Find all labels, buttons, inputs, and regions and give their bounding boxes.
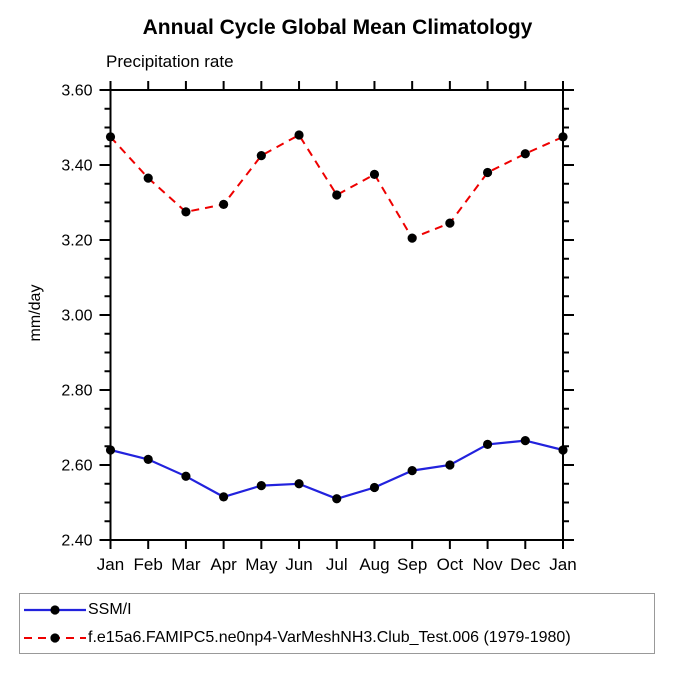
data-point-series-1 (482, 167, 493, 178)
x-tick-label: Aug (359, 555, 389, 574)
y-tick-label: 3.60 (61, 83, 92, 100)
series-line-0 (110, 439, 564, 500)
series-line-1 (109, 133, 564, 240)
annual-cycle-line-chart: 2.40 2.60 2.80 3.00 3.20 3.40 3.60 Jan Feb Mar Apr… (61, 81, 577, 574)
y-tick-label: 2.80 (61, 383, 92, 400)
x-tick-label: Dec (510, 555, 541, 574)
data-point-series-1 (256, 151, 266, 161)
data-point-series-0 (520, 436, 530, 446)
y-tick-label: 3.00 (61, 308, 92, 325)
data-point-series-0 (558, 445, 568, 455)
legend-entry-model: f.e15a6.FAMIPC5.ne0np4-VarMeshNH3.Club_T… (20, 625, 654, 651)
data-point-series-1 (558, 132, 568, 142)
legend-label-ssmi: SSM/I (88, 600, 132, 618)
data-point-series-0 (445, 460, 455, 470)
x-tick-label: May (245, 555, 278, 574)
x-tick-label: Nov (472, 555, 503, 574)
y-tick-label: 2.60 (61, 458, 92, 475)
data-point-series-1 (445, 218, 455, 228)
plot-frame (109, 89, 564, 541)
x-tick-label: Jul (326, 555, 348, 574)
y-tick-label: 3.40 (61, 158, 92, 175)
y-tick-label: 2.40 (61, 533, 92, 550)
legend-label-model: f.e15a6.FAMIPC5.ne0np4-VarMeshNH3.Club_T… (88, 628, 571, 646)
x-tick-label: Oct (437, 555, 464, 574)
data-point-series-0 (105, 445, 116, 455)
y-tick-label: 3.20 (61, 233, 92, 250)
data-point-series-1 (520, 149, 530, 159)
x-tick-label: Apr (210, 555, 237, 574)
legend-sample-ssmi-line (24, 604, 86, 615)
chart-subtitle: Precipitation rate (106, 52, 234, 71)
data-point-series-0 (143, 454, 153, 464)
legend-box: SSM/I f.e15a6.FAMIPC5.ne0np4-VarMeshNH3.… (19, 593, 655, 654)
data-point-series-1 (332, 190, 342, 200)
data-point-series-1 (407, 233, 417, 243)
data-point-series-1 (143, 173, 153, 183)
data-point-series-0 (181, 471, 191, 481)
x-tick-label: Jan (97, 555, 124, 574)
data-point-series-1 (294, 130, 304, 140)
x-tick-label: Mar (171, 555, 201, 574)
x-tick-label: Feb (134, 555, 163, 574)
legend-marker-dot (50, 604, 60, 615)
data-point-series-0 (219, 492, 229, 502)
chart-title: Annual Cycle Global Mean Climatology (142, 16, 533, 39)
legend-marker-dot (50, 632, 60, 643)
data-point-series-1 (369, 169, 380, 179)
data-point-series-0 (256, 481, 266, 491)
data-point-series-1 (219, 199, 229, 209)
data-point-series-0 (407, 466, 417, 476)
data-point-series-0 (369, 482, 380, 493)
data-point-series-0 (482, 439, 493, 449)
x-tick-label: Jan (549, 555, 576, 574)
data-point-series-0 (332, 494, 342, 504)
legend-sample-model-line (24, 632, 86, 643)
x-tick-label: Jun (285, 555, 312, 574)
data-point-series-0 (294, 479, 304, 489)
data-point-series-1 (181, 207, 191, 217)
legend-entry-ssmi: SSM/I (20, 597, 654, 623)
x-tick-label: Sep (397, 555, 427, 574)
data-point-series-1 (105, 132, 116, 142)
